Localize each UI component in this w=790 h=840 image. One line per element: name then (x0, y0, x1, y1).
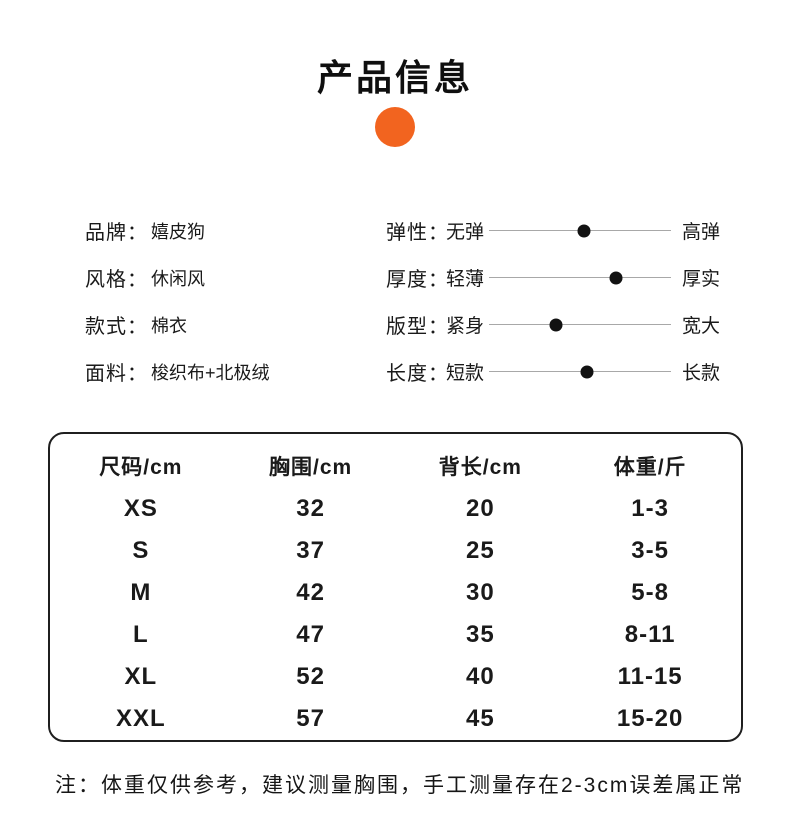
slider-thumb-icon (549, 318, 563, 331)
table-cell: 37 (296, 537, 325, 564)
attr-value: 嬉皮狗 (151, 221, 205, 242)
header: 产品信息 (0, 58, 790, 147)
slider-track (489, 224, 672, 237)
slider-thumb-icon (609, 271, 623, 284)
attr-row-type: 款式： 棉衣 (85, 301, 270, 348)
table-header-cell: 背长/cm (438, 455, 522, 479)
attr-label: 款式： (85, 316, 148, 338)
attr-row-fabric: 面料： 梭织布+北极绒 (85, 348, 270, 395)
info-section: 品牌： 嬉皮狗 风格： 休闲风 款式： 棉衣 面料： 梭织布+北极绒 弹性： 无… (0, 207, 790, 397)
slider-max-label: 长款 (682, 363, 721, 384)
table-cell: 47 (296, 621, 325, 648)
table-row-s: S 37 25 3-5 (56, 530, 735, 572)
table-cell: L (133, 621, 149, 648)
slider-label: 厚度： (386, 269, 449, 291)
table-cell: M (130, 579, 152, 606)
slider-row-thickness: 厚度： 轻薄 厚实 (386, 254, 720, 301)
table-cell: 20 (466, 495, 495, 522)
table-header-cell: 尺码/cm (99, 455, 183, 479)
attr-value: 梭织布+北极绒 (151, 362, 270, 383)
slider-label: 弹性： (386, 222, 449, 244)
table-cell: 42 (296, 579, 325, 606)
table-cell: 8-11 (624, 621, 676, 648)
table-cell: XXL (116, 705, 166, 732)
table-cell: 57 (296, 705, 325, 732)
table-cell: 15-20 (616, 705, 684, 732)
slider-min-label: 紧身 (446, 316, 485, 337)
table-row-m: M 42 30 5-8 (56, 572, 735, 614)
slider-label: 版型： (386, 316, 449, 338)
table-cell: 5-8 (631, 579, 669, 606)
slider-min-label: 短款 (446, 363, 485, 384)
table-row-xl: XL 52 40 11-15 (56, 656, 735, 698)
feature-sliders: 弹性： 无弹 高弹 厚度： 轻薄 厚实 版型： 紧身 (386, 207, 720, 395)
attr-row-style: 风格： 休闲风 (85, 254, 270, 301)
slider-max-label: 宽大 (682, 316, 721, 337)
attr-label: 风格： (85, 269, 148, 291)
attr-label: 面料： (85, 363, 148, 385)
slider-min-label: 轻薄 (446, 269, 485, 290)
slider-thumb-icon (577, 224, 591, 237)
accent-dot (375, 106, 415, 147)
slider-thumb-icon (580, 365, 594, 378)
slider-track (489, 365, 672, 378)
slider-track (489, 318, 672, 331)
table-header-cell: 胸围/cm (269, 455, 353, 479)
table-cell: 3-5 (631, 537, 669, 564)
slider-label: 长度： (386, 363, 449, 385)
table-row-l: L 47 35 8-11 (56, 614, 735, 656)
table-cell: 25 (466, 537, 495, 564)
slider-row-length: 长度： 短款 长款 (386, 348, 720, 395)
table-row-xxl: XXL 57 45 15-20 (56, 698, 735, 740)
slider-track (489, 271, 672, 284)
slider-row-elasticity: 弹性： 无弹 高弹 (386, 207, 720, 254)
table-cell: XS (123, 495, 158, 522)
table-cell: 32 (296, 495, 325, 522)
table-cell: 11-15 (617, 663, 683, 690)
table-cell: 40 (466, 663, 495, 690)
table-cell: 45 (466, 705, 495, 732)
attr-value: 棉衣 (151, 315, 187, 336)
table-cell: XL (124, 663, 158, 690)
table-cell: 1-3 (631, 495, 669, 522)
table-row-xs: XS 32 20 1-3 (56, 488, 735, 530)
slider-max-label: 厚实 (682, 269, 721, 290)
table-cell: 35 (466, 621, 495, 648)
product-attributes: 品牌： 嬉皮狗 风格： 休闲风 款式： 棉衣 面料： 梭织布+北极绒 (85, 207, 270, 395)
slider-min-label: 无弹 (446, 222, 485, 243)
table-cell: 30 (466, 579, 495, 606)
table-header-cell: 体重/斤 (613, 455, 687, 479)
attr-value: 休闲风 (151, 268, 205, 289)
attr-label: 品牌： (85, 222, 148, 244)
table-header-row: 尺码/cm 胸围/cm 背长/cm 体重/斤 (56, 443, 735, 488)
page-title: 产品信息 (316, 57, 473, 98)
attr-row-brand: 品牌： 嬉皮狗 (85, 207, 270, 254)
size-table: 尺码/cm 胸围/cm 背长/cm 体重/斤 XS 32 20 1-3 S 37… (48, 432, 743, 742)
slider-max-label: 高弹 (682, 222, 721, 243)
table-cell: 52 (296, 663, 325, 690)
note-text: 注：体重仅供参考，建议测量胸围，手工测量存在2-3cm误差属正常 (55, 774, 745, 797)
table-cell: S (132, 537, 150, 564)
slider-row-fit: 版型： 紧身 宽大 (386, 301, 720, 348)
